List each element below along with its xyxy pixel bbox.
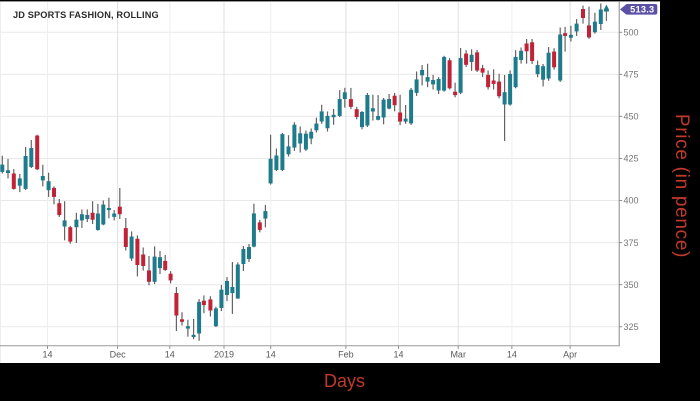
svg-text:Apr: Apr <box>563 349 577 359</box>
svg-text:325: 325 <box>624 322 639 332</box>
svg-text:2019: 2019 <box>214 349 234 359</box>
svg-text:Price (in pence): Price (in pence) <box>671 114 692 258</box>
svg-text:JD SPORTS FASHION, ROLLING: JD SPORTS FASHION, ROLLING <box>13 10 159 20</box>
svg-text:Feb: Feb <box>338 349 354 359</box>
svg-text:14: 14 <box>165 349 175 359</box>
svg-text:513.3: 513.3 <box>630 5 654 15</box>
svg-text:Days: Days <box>324 371 365 391</box>
svg-text:375: 375 <box>624 238 639 248</box>
svg-text:14: 14 <box>507 349 517 359</box>
svg-text:450: 450 <box>624 112 639 122</box>
svg-text:400: 400 <box>624 196 639 206</box>
svg-text:14: 14 <box>393 349 403 359</box>
svg-text:475: 475 <box>624 70 639 80</box>
svg-text:Dec: Dec <box>110 349 127 359</box>
svg-text:500: 500 <box>624 28 639 38</box>
svg-text:Mar: Mar <box>450 349 466 359</box>
svg-text:14: 14 <box>266 349 276 359</box>
svg-text:350: 350 <box>624 280 639 290</box>
svg-text:425: 425 <box>624 154 639 164</box>
svg-text:14: 14 <box>42 349 52 359</box>
